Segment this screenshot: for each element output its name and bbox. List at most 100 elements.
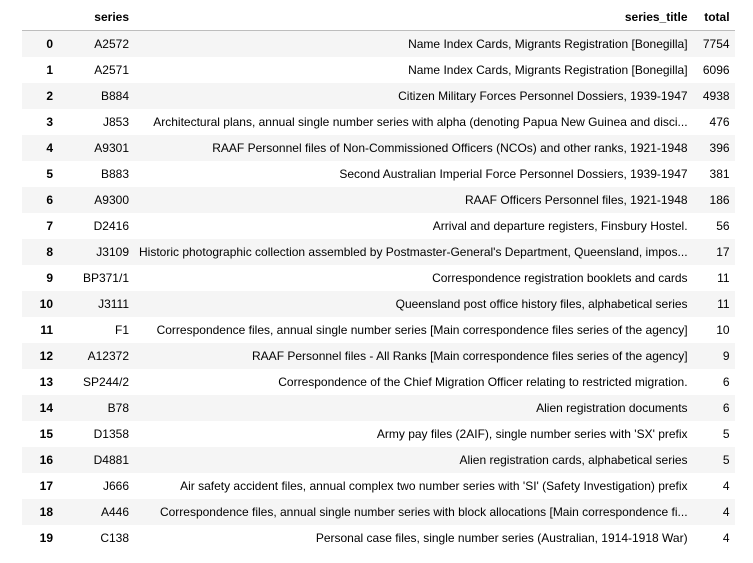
row-index: 11: [40, 323, 53, 337]
cell-series-title: Air safety accident files, annual comple…: [180, 479, 688, 493]
table-row: 19 C138 Personal case files, single number…: [22, 525, 735, 551]
cell-series: B884: [100, 89, 129, 103]
table-row: 1 A2571 Name Index Cards, Migrants Registr…: [22, 57, 735, 83]
cell-series: B883: [100, 167, 129, 181]
cell-series: J853: [102, 115, 129, 129]
cell-series-title: Personal case files, single number serie…: [315, 531, 688, 545]
cell-total: 5: [722, 427, 730, 441]
cell-series: A446: [100, 505, 129, 519]
table-row: 11 F1 Correspondence files, annual single …: [22, 317, 735, 343]
cell-total: 4: [722, 531, 730, 545]
cell-series: A2572: [94, 37, 129, 51]
cell-series-title: RAAF Officers Personnel files, 1921-1948: [465, 193, 688, 207]
cell-total: 4: [722, 479, 730, 493]
cell-total: 476: [709, 115, 730, 129]
table-header: series series_title total: [22, 4, 735, 31]
row-index: 5: [46, 167, 53, 181]
cell-series-title: Arrival and departure registers, Finsbur…: [432, 219, 688, 233]
cell-series: C138: [100, 531, 129, 545]
table-body: 0 A2572 Name Index Cards, Migrants Registr…: [22, 30, 735, 552]
dataframe-table: series series_title total 0 A2572 Name Ind…: [22, 4, 735, 551]
cell-series: B78: [107, 401, 129, 415]
cell-series-title: Correspondence files, annual single numb…: [159, 505, 688, 519]
index-header: [22, 4, 58, 31]
column-header-series-title: series_title: [134, 4, 693, 31]
row-index: 10: [39, 297, 53, 311]
table-row: 15 D1358 Army pay files (2AIF), single num…: [22, 421, 735, 447]
cell-series-title: Name Index Cards, Migrants Registration …: [408, 63, 688, 77]
cell-total: 5: [722, 453, 730, 467]
cell-total: 17: [716, 245, 730, 259]
row-index: 0: [46, 37, 53, 51]
cell-total: 10: [716, 323, 730, 337]
row-index: 8: [46, 245, 53, 259]
cell-total: 11: [717, 297, 730, 311]
table-row: 8 J3109 Historic photographic collection a…: [22, 239, 735, 265]
row-index: 13: [39, 375, 53, 389]
cell-series: J3111: [98, 297, 129, 311]
row-index: 14: [39, 401, 53, 415]
header-row: series series_title total: [22, 4, 735, 31]
cell-total: 9: [722, 349, 730, 363]
table-row: 18 A446 Correspondence files, annual singl…: [22, 499, 735, 525]
cell-series: A2571: [94, 63, 129, 77]
table-row: 6 A9300 RAAF Officers Personnel files, 192…: [22, 187, 735, 213]
cell-series-title: Correspondence files, annual single numb…: [156, 323, 688, 337]
column-header-total: total: [692, 4, 735, 31]
column-header-series: series: [58, 4, 134, 31]
table-row: 5 B883 Second Australian Imperial Force Pe…: [22, 161, 735, 187]
cell-series: A9301: [94, 141, 129, 155]
cell-series-title: Queensland post office history files, al…: [395, 297, 688, 311]
table-row: 0 A2572 Name Index Cards, Migrants Registr…: [22, 30, 735, 57]
table-row: 12 A12372 RAAF Personnel files - All Ranks…: [22, 343, 735, 369]
table-row: 16 D4881 Alien registration cards, alphabe…: [22, 447, 735, 473]
row-index: 9: [46, 271, 53, 285]
cell-series: D1358: [93, 427, 129, 441]
cell-total: 186: [709, 193, 730, 207]
cell-series-title: Second Australian Imperial Force Personn…: [339, 167, 688, 181]
cell-total: 4938: [702, 89, 730, 103]
cell-total: 4: [722, 505, 730, 519]
table-row: 7 D2416 Arrival and departure registers, F…: [22, 213, 735, 239]
cell-series: BP371/1: [82, 271, 129, 285]
cell-series-title: Correspondence registration booklets and…: [432, 271, 688, 285]
cell-series-title: Name Index Cards, Migrants Registration …: [408, 37, 688, 51]
row-index: 12: [39, 349, 53, 363]
table-row: 4 A9301 RAAF Personnel files of Non-Commis…: [22, 135, 735, 161]
cell-total: 6096: [702, 63, 730, 77]
cell-series-title: Historic photographic collection assembl…: [139, 245, 688, 259]
table-row: 3 J853 Architectural plans, annual single …: [22, 109, 735, 135]
row-index: 17: [39, 479, 53, 493]
row-index: 1: [46, 63, 53, 77]
cell-total: 56: [716, 219, 730, 233]
table-row: 17 J666 Air safety accident files, annual …: [22, 473, 735, 499]
table-row: 13 SP244/2 Correspondence of the Chief Mig…: [22, 369, 735, 395]
row-index: 15: [39, 427, 53, 441]
cell-total: 396: [709, 141, 730, 155]
cell-total: 11: [717, 271, 730, 285]
cell-series: F1: [114, 323, 129, 337]
row-index: 16: [39, 453, 53, 467]
table-row: 9 BP371/1 Correspondence registration book…: [22, 265, 735, 291]
cell-series-title: RAAF Personnel files of Non-Commissioned…: [212, 141, 688, 155]
cell-series-title: Citizen Military Forces Personnel Dossie…: [398, 89, 688, 103]
cell-series-title: RAAF Personnel files - All Ranks [Main c…: [252, 349, 688, 363]
table-row: 10 J3111 Queensland post office history fi…: [22, 291, 735, 317]
cell-series: A12372: [87, 349, 129, 363]
row-index: 3: [46, 115, 53, 129]
cell-total: 7754: [702, 37, 730, 51]
row-index: 6: [46, 193, 53, 207]
cell-series-title: Alien registration documents: [536, 401, 688, 415]
dataframe-output: series series_title total 0 A2572 Name Ind…: [22, 4, 735, 551]
cell-series-title: Correspondence of the Chief Migration Of…: [278, 375, 688, 389]
cell-series: SP244/2: [82, 375, 129, 389]
row-index: 2: [46, 89, 53, 103]
row-index: 19: [39, 531, 53, 545]
row-index: 18: [39, 505, 53, 519]
cell-series: A9300: [94, 193, 129, 207]
cell-series-title: Architectural plans, annual single numbe…: [153, 115, 688, 129]
table-row: 2 B884 Citizen Military Forces Personnel D…: [22, 83, 735, 109]
cell-series-title: Alien registration cards, alphabetical s…: [459, 453, 688, 467]
row-index: 7: [46, 219, 53, 233]
cell-total: 6: [722, 375, 730, 389]
